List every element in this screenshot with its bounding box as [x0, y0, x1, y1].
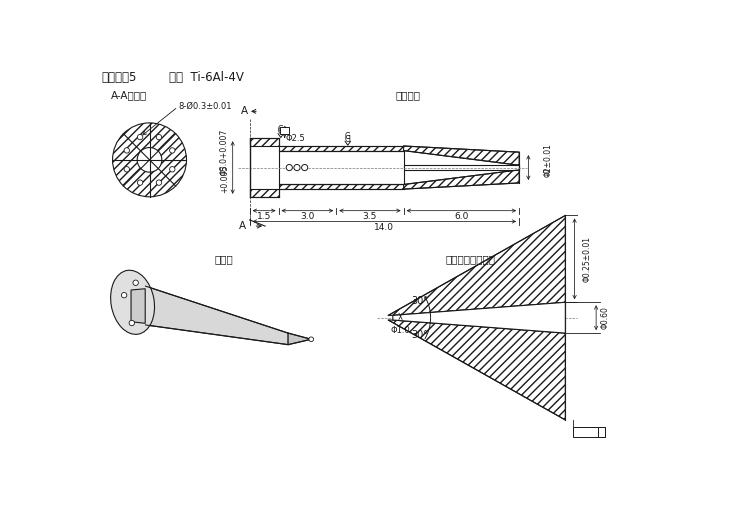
Circle shape: [112, 123, 187, 197]
Circle shape: [137, 135, 142, 140]
Polygon shape: [146, 286, 288, 345]
Polygon shape: [131, 289, 146, 323]
Text: Φ3.0+0.007: Φ3.0+0.007: [220, 128, 229, 174]
FancyBboxPatch shape: [280, 127, 290, 135]
Text: 8-Ø0.3±0.01: 8-Ø0.3±0.01: [178, 102, 232, 111]
Text: A-A断面図: A-A断面図: [111, 91, 147, 101]
Text: Φ1.0: Φ1.0: [391, 326, 410, 335]
Polygon shape: [288, 333, 311, 344]
Circle shape: [137, 180, 142, 186]
Text: G: G: [345, 135, 351, 144]
Polygon shape: [250, 189, 278, 197]
Circle shape: [156, 135, 162, 140]
Text: Φ2±0.01: Φ2±0.01: [544, 143, 553, 177]
Text: 斜視図: 斜視図: [215, 254, 234, 264]
Text: A: A: [282, 126, 287, 135]
Polygon shape: [388, 216, 566, 315]
Polygon shape: [404, 165, 519, 170]
Polygon shape: [404, 146, 519, 165]
Text: 14.0: 14.0: [374, 223, 394, 232]
Text: 縦断面図: 縦断面図: [396, 91, 421, 101]
Ellipse shape: [110, 270, 154, 334]
Polygon shape: [388, 320, 566, 420]
Circle shape: [309, 337, 314, 341]
Circle shape: [122, 293, 127, 298]
Circle shape: [133, 280, 138, 286]
Text: G: G: [345, 132, 351, 142]
Text: 製品図例5: 製品図例5: [102, 72, 137, 84]
Circle shape: [294, 164, 300, 171]
Polygon shape: [278, 146, 404, 151]
Bar: [573, 427, 605, 437]
Text: A: A: [599, 427, 604, 436]
Circle shape: [170, 148, 175, 153]
Text: G: G: [278, 127, 284, 136]
Polygon shape: [393, 302, 566, 333]
Text: 先端部拡大断面図: 先端部拡大断面図: [446, 254, 496, 264]
Circle shape: [137, 147, 162, 172]
Text: Φ0.60: Φ0.60: [601, 306, 610, 329]
Text: 材質  Ti-6Al-4V: 材質 Ti-6Al-4V: [169, 72, 244, 84]
Text: +0.005: +0.005: [220, 165, 229, 193]
Polygon shape: [278, 184, 404, 189]
Text: G: G: [278, 125, 284, 134]
Polygon shape: [250, 138, 278, 146]
Text: 1.5: 1.5: [256, 213, 272, 222]
Text: -0: -0: [544, 168, 553, 183]
Circle shape: [286, 164, 292, 171]
Circle shape: [124, 166, 130, 172]
Text: A: A: [238, 221, 246, 231]
Polygon shape: [278, 151, 404, 184]
Bar: [598, 427, 605, 437]
Text: 3.0: 3.0: [300, 213, 314, 222]
Polygon shape: [404, 170, 519, 189]
Circle shape: [302, 164, 307, 171]
Text: 30°: 30°: [411, 330, 428, 340]
Text: A: A: [241, 107, 248, 117]
Text: Φ0.25±0.01: Φ0.25±0.01: [583, 236, 592, 282]
Text: 6.0: 6.0: [454, 213, 469, 222]
Circle shape: [170, 166, 175, 172]
Circle shape: [156, 180, 162, 186]
Circle shape: [124, 148, 130, 153]
Text: Φ2.5: Φ2.5: [286, 134, 305, 143]
Text: 30°: 30°: [411, 296, 428, 306]
Text: Φ0.01 A: Φ0.01 A: [574, 427, 604, 436]
Text: 3.5: 3.5: [363, 213, 377, 222]
Circle shape: [129, 320, 134, 326]
